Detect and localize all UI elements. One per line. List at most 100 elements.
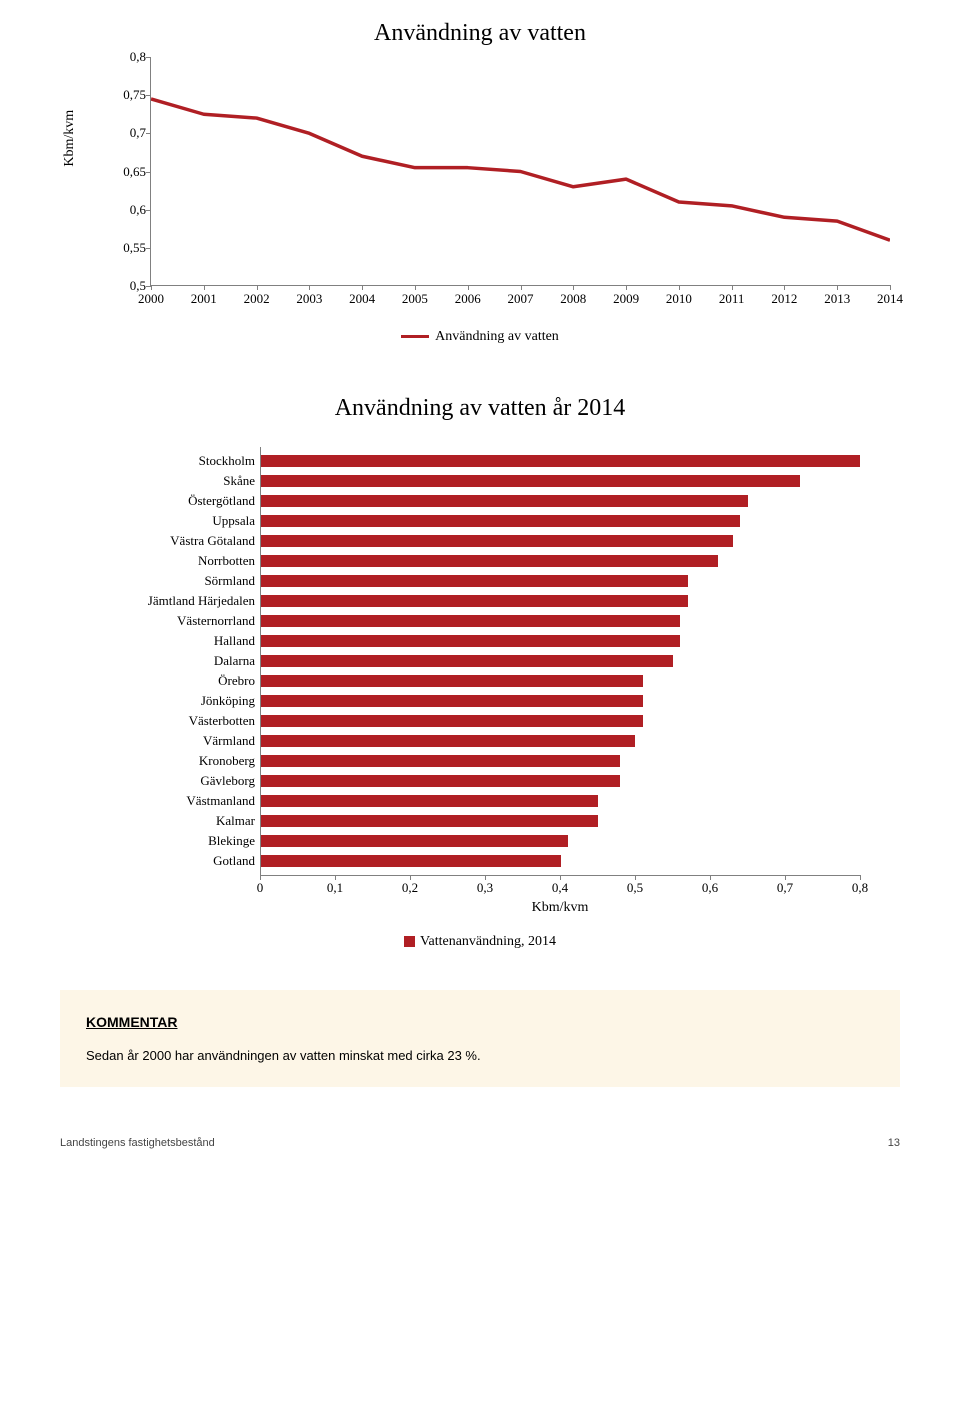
bar-row: Jönköping (261, 691, 860, 711)
bar-category-label: Västerbotten (189, 713, 255, 729)
bar-rect (261, 855, 561, 867)
bar-row: Östergötland (261, 491, 860, 511)
bar-row: Gävleborg (261, 771, 860, 791)
page-root: Användning av vatten Kbm/kvm 0,50,550,60… (0, 0, 960, 1189)
bar-row: Örebro (261, 671, 860, 691)
bar-x-tick-mark (410, 875, 411, 880)
bar-rect (261, 615, 680, 627)
bar-category-label: Stockholm (199, 453, 255, 469)
bar-rect (261, 675, 643, 687)
bar-rect (261, 695, 643, 707)
bar-rect (261, 475, 800, 487)
line-x-tick: 2004 (349, 291, 375, 307)
bar-row: Västerbotten (261, 711, 860, 731)
line-chart-container: Användning av vatten Kbm/kvm 0,50,550,60… (60, 20, 900, 345)
bar-x-tick: 0,1 (327, 880, 343, 896)
bar-row: Västra Götaland (261, 531, 860, 551)
line-x-tick: 2005 (402, 291, 428, 307)
line-x-tick: 2008 (560, 291, 586, 307)
line-x-tick: 2007 (508, 291, 534, 307)
bar-rect (261, 515, 740, 527)
bar-rect (261, 775, 620, 787)
bar-x-tick: 0,6 (702, 880, 718, 896)
bar-x-tick-mark (710, 875, 711, 880)
bar-rect (261, 815, 598, 827)
line-x-tick: 2009 (613, 291, 639, 307)
bar-category-label: Halland (214, 633, 255, 649)
line-x-tick: 2000 (138, 291, 164, 307)
line-x-tick: 2001 (191, 291, 217, 307)
bar-x-tick-mark (560, 875, 561, 880)
bar-row: Skåne (261, 471, 860, 491)
bar-x-tick-mark (485, 875, 486, 880)
line-x-tick: 2011 (719, 291, 745, 307)
bar-rect (261, 555, 718, 567)
bar-row: Västernorrland (261, 611, 860, 631)
bar-row: Jämtland Härjedalen (261, 591, 860, 611)
bar-category-label: Jämtland Härjedalen (148, 593, 255, 609)
bar-x-tick: 0,5 (627, 880, 643, 896)
bar-category-label: Kalmar (216, 813, 255, 829)
bar-category-label: Östergötland (188, 493, 255, 509)
bar-category-label: Norrbotten (198, 553, 255, 569)
line-x-tick: 2006 (455, 291, 481, 307)
line-x-tick: 2010 (666, 291, 692, 307)
line-y-tick: 0,8 (111, 49, 146, 65)
bar-row: Kalmar (261, 811, 860, 831)
line-chart-y-axis-label: Kbm/kvm (62, 110, 78, 167)
bar-category-label: Gävleborg (200, 773, 255, 789)
bar-rect (261, 835, 568, 847)
line-chart-legend-label: Användning av vatten (435, 329, 559, 344)
bar-rect (261, 495, 748, 507)
bar-chart-legend-label: Vattenanvändning, 2014 (420, 934, 556, 949)
bar-category-label: Skåne (223, 473, 255, 489)
line-x-tick-mark (890, 285, 891, 290)
bar-row: Stockholm (261, 451, 860, 471)
bar-row: Västmanland (261, 791, 860, 811)
bar-chart-legend: Vattenanvändning, 2014 (60, 934, 900, 950)
bar-x-tick-mark (335, 875, 336, 880)
footer-left: Landstingens fastighetsbestånd (60, 1137, 215, 1149)
line-x-tick: 2002 (244, 291, 270, 307)
line-y-tick: 0,75 (111, 87, 146, 103)
bar-category-label: Dalarna (214, 653, 255, 669)
bar-rect (261, 795, 598, 807)
bar-chart-plot-area: StockholmSkåneÖstergötlandUppsalaVästra … (260, 447, 860, 876)
footer-right: 13 (888, 1137, 900, 1149)
bar-rect (261, 655, 673, 667)
bar-rect (261, 455, 860, 467)
line-y-tick: 0,65 (111, 164, 146, 180)
bar-row: Norrbotten (261, 551, 860, 571)
bar-chart-container: Användning av vatten år 2014 StockholmSk… (60, 395, 900, 950)
bar-chart-x-axis-label: Kbm/kvm (260, 900, 860, 916)
bar-category-label: Västmanland (186, 793, 255, 809)
line-chart-plot-area: 0,50,550,60,650,70,750,82000200120022003… (150, 57, 890, 286)
bar-category-label: Blekinge (208, 833, 255, 849)
bar-row: Sörmland (261, 571, 860, 591)
bar-category-label: Sörmland (204, 573, 255, 589)
bar-row: Dalarna (261, 651, 860, 671)
bar-category-label: Kronoberg (199, 753, 255, 769)
bar-x-tick-mark (860, 875, 861, 880)
line-series (151, 57, 890, 286)
bar-x-tick: 0 (257, 880, 264, 896)
bar-x-tick-mark (785, 875, 786, 880)
bar-x-tick-mark (635, 875, 636, 880)
bar-x-tick: 0,3 (477, 880, 493, 896)
bar-x-tick: 0,2 (402, 880, 418, 896)
line-chart: Kbm/kvm 0,50,550,60,650,70,750,820002001… (110, 57, 890, 317)
bar-rect (261, 635, 680, 647)
bar-category-label: Jönköping (201, 693, 255, 709)
bar-chart-x-ticks: 00,10,20,30,40,50,60,70,8 (260, 876, 860, 898)
comment-heading: KOMMENTAR (86, 1014, 874, 1030)
comment-block: KOMMENTAR Sedan år 2000 har användningen… (60, 990, 900, 1087)
bar-rect (261, 735, 635, 747)
comment-body: Sedan år 2000 har användningen av vatten… (86, 1048, 874, 1063)
bar-category-label: Västra Götaland (170, 533, 255, 549)
legend-line-swatch (401, 335, 429, 338)
bar-row: Kronoberg (261, 751, 860, 771)
line-x-tick: 2012 (771, 291, 797, 307)
bar-row: Gotland (261, 851, 860, 871)
bar-x-tick: 0,7 (777, 880, 793, 896)
line-chart-title: Användning av vatten (60, 20, 900, 47)
